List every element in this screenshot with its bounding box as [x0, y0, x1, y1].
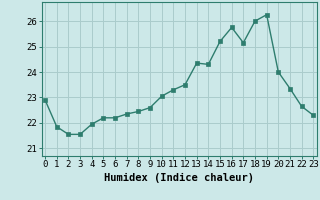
X-axis label: Humidex (Indice chaleur): Humidex (Indice chaleur)	[104, 173, 254, 183]
